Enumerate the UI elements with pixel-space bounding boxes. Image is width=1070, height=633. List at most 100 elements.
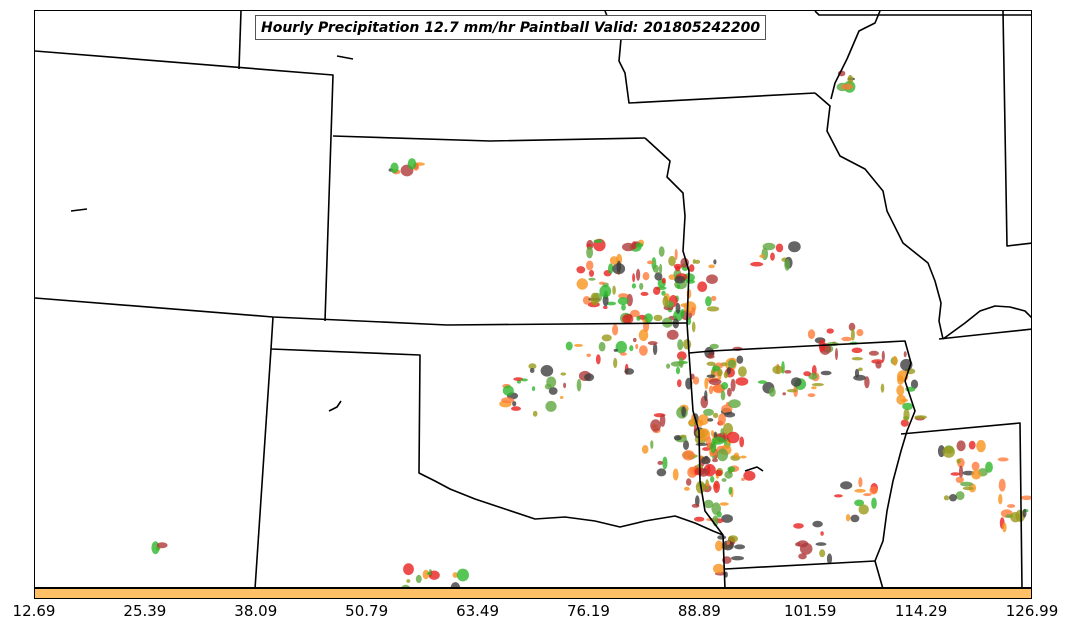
precip-blob xyxy=(613,357,618,369)
precip-blob xyxy=(726,540,730,546)
precip-blob xyxy=(730,378,736,392)
precip-blob xyxy=(617,297,629,306)
precip-blob xyxy=(694,516,705,522)
precip-blob xyxy=(677,379,682,388)
precip-blob xyxy=(858,477,863,488)
precip-blob xyxy=(406,579,411,583)
precip-blob xyxy=(709,343,719,350)
precip-blob xyxy=(715,469,723,476)
precip-blob xyxy=(851,357,863,361)
colorbar-tick-label: 63.49 xyxy=(456,602,500,620)
precip-blob xyxy=(968,440,976,450)
precip-blob xyxy=(673,263,682,270)
precip-blob xyxy=(612,263,626,275)
precip-blob xyxy=(850,514,860,523)
precip-blob xyxy=(750,261,764,267)
precip-blob xyxy=(723,371,729,379)
precip-blob xyxy=(786,389,798,393)
precip-blob xyxy=(156,542,168,549)
map-frame xyxy=(34,10,1032,588)
precip-blob xyxy=(691,306,696,316)
precip-blob xyxy=(415,574,422,584)
colorbar-tick-label: 25.39 xyxy=(123,602,167,620)
precip-blob xyxy=(943,495,950,501)
precip-blob xyxy=(706,361,716,366)
precip-blob xyxy=(722,422,734,436)
precip-blob xyxy=(638,329,649,342)
precip-blob xyxy=(680,434,687,438)
precip-blob xyxy=(677,339,684,351)
precip-blob xyxy=(588,269,595,277)
border-il xyxy=(830,11,881,100)
precip-blob xyxy=(815,542,827,546)
precip-blob xyxy=(892,355,898,366)
border-ks-east xyxy=(644,137,690,324)
precip-blob xyxy=(718,413,726,426)
precip-blob xyxy=(601,334,612,342)
precip-blob xyxy=(717,535,727,540)
precip-blob xyxy=(640,291,649,296)
precip-blob xyxy=(728,399,741,409)
precip-blob xyxy=(540,365,554,377)
precip-blob xyxy=(782,392,786,396)
precip-blob xyxy=(713,480,720,493)
precip-blob xyxy=(560,372,567,376)
precip-blob xyxy=(675,302,681,314)
precip-blob xyxy=(723,411,736,418)
precip-blob xyxy=(633,337,637,343)
precip-blob xyxy=(790,377,802,387)
precip-blob xyxy=(728,486,733,495)
precip-blob xyxy=(636,316,641,321)
precip-blob xyxy=(422,569,430,580)
precip-blob xyxy=(853,374,866,381)
precip-blob xyxy=(668,255,676,267)
precip-blob xyxy=(666,363,671,369)
precip-blob xyxy=(672,468,679,481)
precip-blob xyxy=(692,376,700,385)
precip-blob xyxy=(812,520,823,528)
precip-blob xyxy=(798,553,807,560)
precip-blob xyxy=(658,246,665,257)
precip-blob xyxy=(676,284,681,289)
precip-blob xyxy=(738,366,747,377)
precip-blob xyxy=(401,584,410,587)
precip-blob xyxy=(630,309,640,318)
map-title-box: Hourly Precipitation 12.7 mm/hr Paintbal… xyxy=(255,15,767,40)
precip-blob xyxy=(502,385,514,396)
precip-blob xyxy=(612,324,619,336)
precip-blob xyxy=(656,468,667,477)
precip-blob xyxy=(639,282,644,290)
precip-blob xyxy=(662,456,668,470)
precip-blob xyxy=(845,514,851,522)
precip-blob xyxy=(528,363,537,370)
precip-blob xyxy=(456,568,469,582)
precip-blob xyxy=(642,272,650,281)
precip-blob xyxy=(612,285,616,295)
precip-blob xyxy=(629,345,634,352)
border-mo-ne xyxy=(814,92,944,340)
lake-tx xyxy=(328,400,342,412)
precip-blob xyxy=(962,486,974,491)
precip-blob xyxy=(956,440,966,452)
precip-blob xyxy=(641,445,649,454)
precip-blob xyxy=(727,535,739,543)
precip-blob xyxy=(1002,522,1007,533)
precip-blob xyxy=(726,431,740,444)
precip-blob xyxy=(644,313,653,323)
precip-blob xyxy=(661,277,666,284)
precip-blob xyxy=(710,441,716,454)
colorbar-tick-label: 50.79 xyxy=(345,602,389,620)
precip-blob xyxy=(707,418,714,422)
precip-blob xyxy=(512,401,517,407)
precip-blob xyxy=(850,328,855,341)
precip-blob xyxy=(903,351,907,358)
precip-blob xyxy=(574,343,583,347)
precip-blob xyxy=(840,481,853,490)
precip-blob xyxy=(768,387,776,397)
precip-blob xyxy=(697,281,708,293)
precip-blob xyxy=(559,396,564,399)
precip-blob xyxy=(652,343,658,355)
precip-blob xyxy=(734,544,746,550)
precip-blob xyxy=(403,563,414,576)
precip-blob xyxy=(820,531,824,536)
